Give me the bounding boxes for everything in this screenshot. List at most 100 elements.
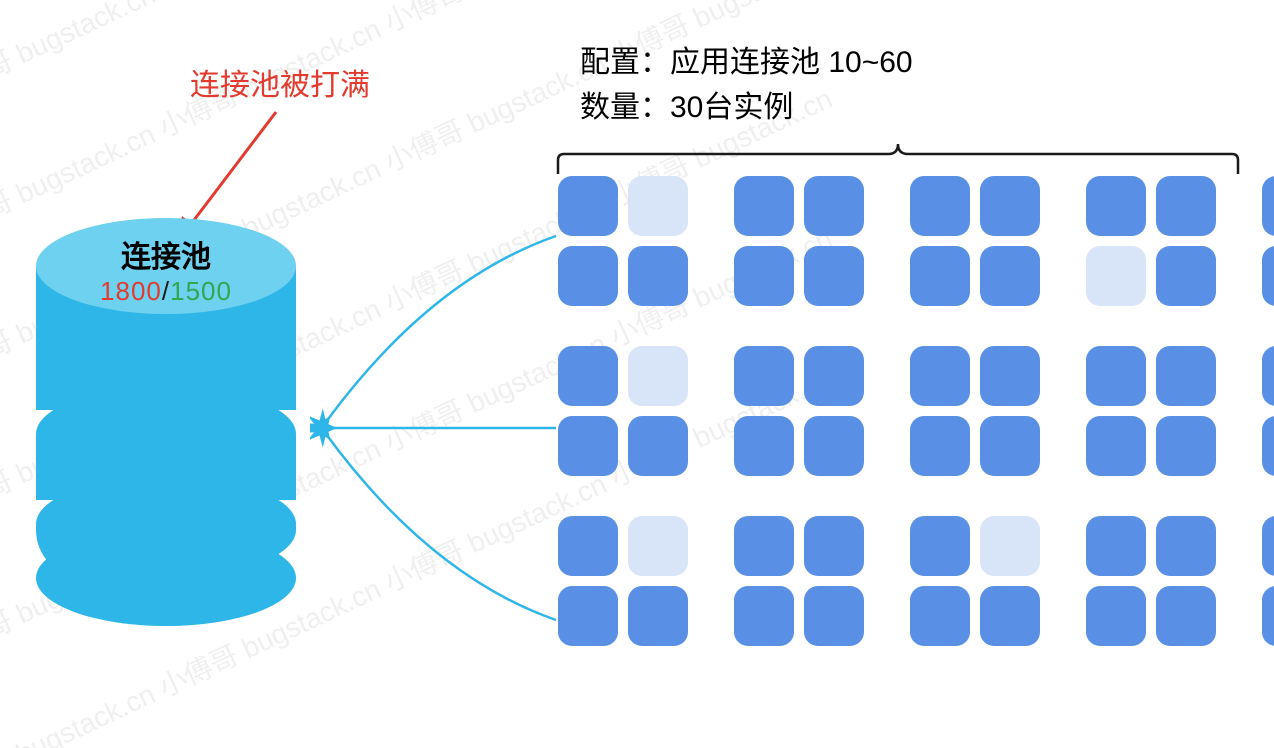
- instance-active: [910, 416, 970, 476]
- instance-idle: [628, 346, 688, 406]
- instance-active: [558, 586, 618, 646]
- instance-active: [734, 516, 794, 576]
- instance-active: [734, 586, 794, 646]
- instance-active: [558, 416, 618, 476]
- instance-pair: [734, 246, 864, 306]
- pool-max: 1500: [170, 276, 232, 306]
- instance-pair: [558, 246, 688, 306]
- instance-idle: [628, 516, 688, 576]
- cylinder-top: 连接池 1800/1500: [36, 218, 296, 314]
- instance-active: [1086, 176, 1146, 236]
- instance-row: [558, 246, 1242, 306]
- cylinder-ring: [36, 456, 296, 552]
- instance-active: [910, 176, 970, 236]
- instance-active: [734, 346, 794, 406]
- instance-pair: [910, 586, 1040, 646]
- instance-pair: [558, 586, 688, 646]
- instance-active: [804, 246, 864, 306]
- instance-active: [980, 346, 1040, 406]
- instance-active: [980, 176, 1040, 236]
- instance-pair: [558, 416, 688, 476]
- instance-active: [734, 246, 794, 306]
- instance-pair: [910, 246, 1040, 306]
- instance-active: [1262, 346, 1274, 406]
- instance-row: [558, 346, 1242, 406]
- instance-active: [1262, 246, 1274, 306]
- instance-pair: [734, 516, 864, 576]
- instance-pair: [1262, 176, 1274, 236]
- instance-pair: [558, 346, 688, 406]
- instance-pair: [1086, 516, 1216, 576]
- instance-active: [1156, 346, 1216, 406]
- instance-active: [910, 346, 970, 406]
- pool-current: 1800: [100, 276, 162, 306]
- instance-active: [628, 246, 688, 306]
- instance-active: [734, 416, 794, 476]
- cylinder-title: 连接池: [121, 232, 211, 276]
- instance-active: [910, 246, 970, 306]
- instance-active: [1086, 586, 1146, 646]
- instance-pair: [734, 586, 864, 646]
- instance-active: [558, 246, 618, 306]
- instance-active: [980, 586, 1040, 646]
- instance-active: [558, 176, 618, 236]
- instance-active: [804, 516, 864, 576]
- pool-separator: /: [162, 276, 170, 306]
- row-gap: [558, 486, 1242, 516]
- instance-pair: [910, 176, 1040, 236]
- instance-pair: [910, 516, 1040, 576]
- instance-active: [1086, 516, 1146, 576]
- instance-idle: [628, 176, 688, 236]
- instance-active: [628, 416, 688, 476]
- callout-pool-full: 连接池被打满: [190, 60, 370, 104]
- instance-active: [1156, 176, 1216, 236]
- instance-pair: [1086, 246, 1216, 306]
- config-info: 配置：应用连接池 10~60 数量：30台实例: [580, 40, 913, 130]
- instance-active: [558, 346, 618, 406]
- instance-active: [1156, 586, 1216, 646]
- instance-active: [558, 516, 618, 576]
- instance-row: [558, 416, 1242, 476]
- instance-pair: [1262, 246, 1274, 306]
- instance-active: [980, 416, 1040, 476]
- instance-pair: [910, 416, 1040, 476]
- instance-active: [980, 246, 1040, 306]
- instance-active: [1262, 176, 1274, 236]
- cylinder-numbers: 1800/1500: [100, 276, 232, 307]
- cylinder-ring: [36, 366, 296, 462]
- instance-row: [558, 176, 1242, 236]
- instance-idle: [980, 516, 1040, 576]
- instance-grid: [558, 176, 1242, 656]
- instance-pair: [910, 346, 1040, 406]
- instance-active: [1086, 346, 1146, 406]
- instance-row: [558, 516, 1242, 576]
- instance-row: [558, 586, 1242, 646]
- instance-active: [1262, 516, 1274, 576]
- instance-pair: [558, 516, 688, 576]
- instance-idle: [1086, 246, 1146, 306]
- instance-pair: [1262, 516, 1274, 576]
- config-line-1: 配置：应用连接池 10~60: [580, 40, 913, 85]
- instance-active: [804, 586, 864, 646]
- instance-pair: [1262, 586, 1274, 646]
- instance-active: [910, 586, 970, 646]
- instance-active: [1262, 586, 1274, 646]
- flow-arrows-icon: [310, 200, 570, 660]
- instance-pair: [1086, 346, 1216, 406]
- bracket-icon: [554, 140, 1244, 178]
- instance-pair: [1262, 346, 1274, 406]
- instance-active: [804, 346, 864, 406]
- instance-pair: [734, 346, 864, 406]
- instance-active: [1156, 416, 1216, 476]
- instance-pair: [734, 176, 864, 236]
- instance-pair: [1086, 586, 1216, 646]
- instance-pair: [558, 176, 688, 236]
- instance-active: [1156, 246, 1216, 306]
- instance-active: [910, 516, 970, 576]
- instance-active: [628, 586, 688, 646]
- instance-active: [804, 416, 864, 476]
- instance-pair: [1086, 176, 1216, 236]
- instance-active: [804, 176, 864, 236]
- instance-active: [1086, 416, 1146, 476]
- instance-pair: [734, 416, 864, 476]
